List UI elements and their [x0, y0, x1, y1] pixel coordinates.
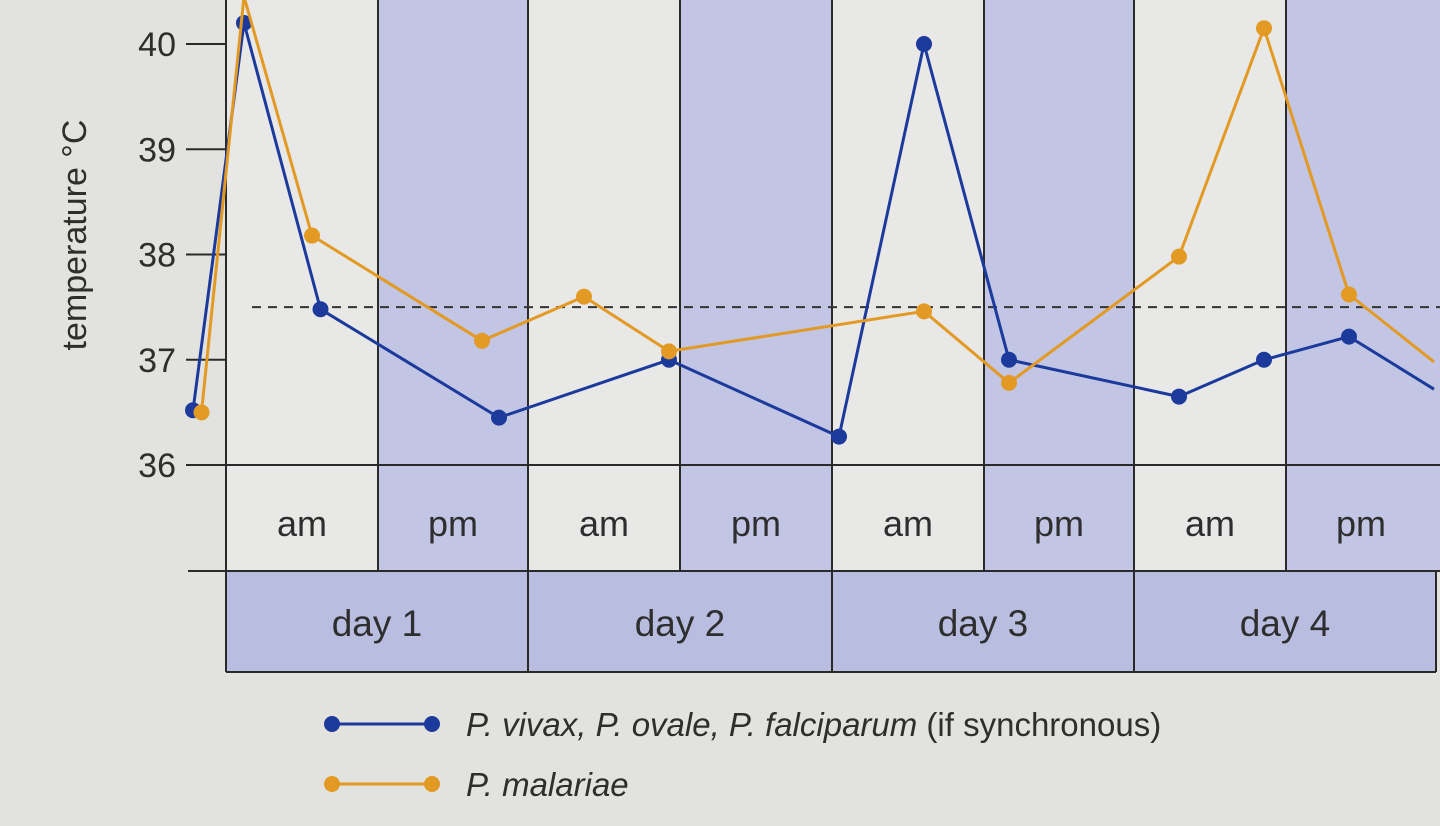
legend: P. vivax, P. ovale, P. falciparum (if sy… — [324, 706, 1161, 803]
y-axis-label: temperature °C — [56, 120, 94, 351]
band-am-6 — [1134, 0, 1286, 570]
half-label: pm — [1336, 503, 1386, 544]
half-label: am — [1185, 503, 1235, 544]
day-label: day 1 — [332, 603, 423, 644]
legend-marker — [324, 716, 340, 732]
y-tick-label: 36 — [138, 447, 176, 485]
data-point-vivax — [1171, 388, 1187, 405]
band-pm-5 — [984, 0, 1134, 570]
data-point-malariae — [916, 303, 932, 320]
data-point-vivax — [1001, 351, 1017, 368]
data-point-malariae — [576, 288, 592, 305]
data-point-vivax — [1341, 328, 1357, 345]
band-pm-7 — [1286, 0, 1440, 570]
half-day-bands — [226, 0, 1440, 672]
half-label: pm — [428, 503, 478, 544]
day-label: day 2 — [635, 603, 726, 644]
band-am-4 — [832, 0, 984, 570]
legend-marker — [324, 776, 340, 792]
am-pm-labels: am pm am pm am pm am pm — [277, 503, 1386, 544]
data-point-malariae — [1256, 20, 1272, 37]
day-label: day 3 — [938, 603, 1029, 644]
legend-marker — [424, 776, 440, 792]
day-labels: day 1 day 2 day 3 day 4 — [332, 603, 1331, 644]
legend-entry-vivax: P. vivax, P. ovale, P. falciparum (if sy… — [324, 706, 1161, 743]
data-point-vivax — [831, 428, 847, 445]
legend-entry-malariae: P. malariae — [324, 766, 629, 803]
day-band-1 — [226, 572, 528, 672]
data-point-malariae — [193, 404, 210, 421]
day-band-4 — [1134, 572, 1436, 672]
grid-lines — [188, 0, 1440, 673]
data-point-malariae — [1341, 286, 1357, 303]
data-point-malariae — [1171, 248, 1187, 265]
data-point-malariae — [474, 332, 490, 349]
legend-marker — [424, 716, 440, 732]
half-label: pm — [731, 503, 781, 544]
series-line-malariae — [200, 0, 1435, 413]
day-label: day 4 — [1240, 603, 1331, 644]
half-label: am — [277, 503, 327, 544]
series-malariae — [193, 0, 1435, 421]
data-point-malariae — [304, 227, 320, 244]
band-am-2 — [528, 0, 680, 570]
data-point-malariae — [661, 343, 677, 360]
data-point-vivax — [1256, 351, 1272, 368]
half-label: am — [579, 503, 629, 544]
y-tick-label: 40 — [138, 26, 176, 64]
series-line-vivax — [191, 21, 1435, 439]
band-am-0 — [226, 0, 378, 570]
band-pm-1 — [378, 0, 528, 570]
y-tick-label: 38 — [138, 237, 176, 275]
data-point-malariae — [1001, 374, 1017, 391]
day-band-3 — [832, 572, 1134, 672]
half-label: pm — [1034, 503, 1084, 544]
data-point-vivax — [491, 409, 507, 426]
data-series — [185, 0, 1435, 445]
day-band-2 — [528, 572, 832, 672]
legend-label: P. vivax, P. ovale, P. falciparum (if sy… — [466, 706, 1161, 743]
y-tick-label: 39 — [138, 131, 176, 169]
y-axis-ticks: 36 37 38 39 40 — [138, 26, 226, 485]
data-point-vivax — [916, 36, 932, 52]
y-tick-label: 37 — [138, 342, 176, 380]
half-label: am — [883, 503, 933, 544]
data-point-vivax — [312, 301, 329, 318]
legend-label: P. malariae — [466, 766, 629, 803]
band-pm-3 — [680, 0, 832, 570]
